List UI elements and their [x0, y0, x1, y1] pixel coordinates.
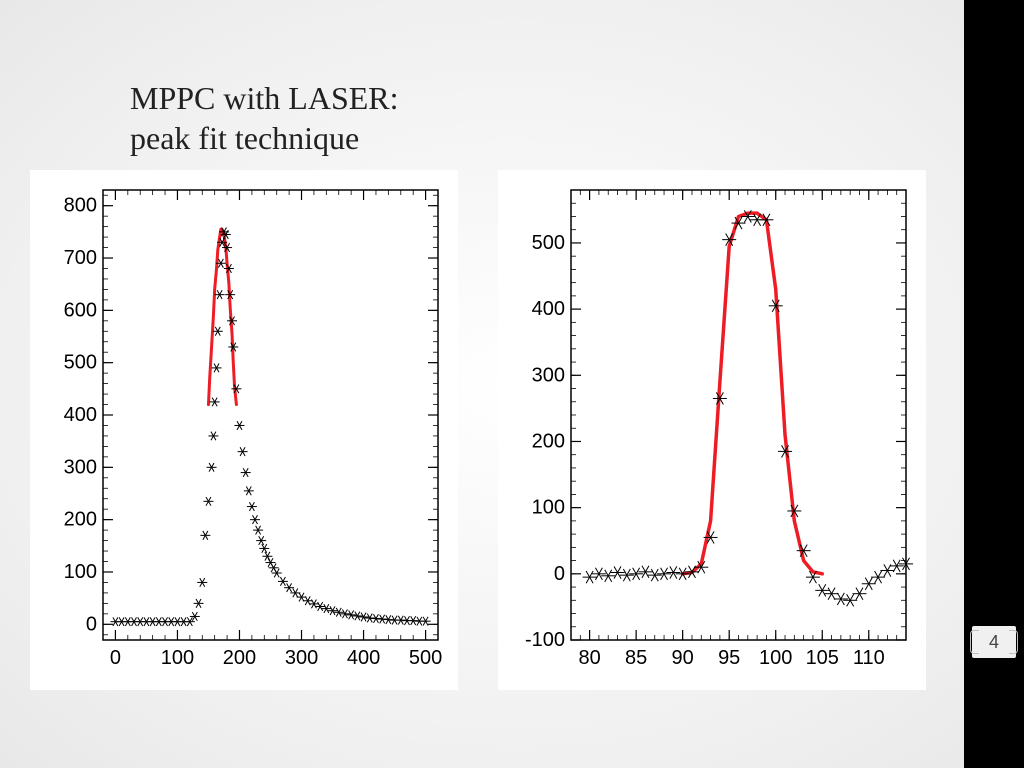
- svg-text:100: 100: [161, 647, 194, 669]
- chart-left-wrap: 0 100 200 300 400 500 0 100 200 300 400 500 600 700 80…: [30, 170, 458, 690]
- svg-text:90: 90: [672, 647, 694, 669]
- svg-text:400: 400: [64, 404, 97, 426]
- slide-title: MPPC with LASER: peak fit technique: [130, 78, 399, 158]
- svg-text:500: 500: [409, 647, 442, 669]
- svg-text:100: 100: [532, 497, 565, 519]
- svg-text:300: 300: [532, 364, 565, 386]
- svg-text:500: 500: [532, 232, 565, 254]
- svg-text:-100: -100: [525, 629, 565, 651]
- svg-text:300: 300: [64, 456, 97, 478]
- charts-row: 0 100 200 300 400 500 0 100 200 300 400 500 600 700 80…: [30, 170, 940, 690]
- svg-text:200: 200: [64, 509, 97, 531]
- svg-text:0: 0: [554, 563, 565, 585]
- svg-text:400: 400: [347, 647, 380, 669]
- svg-text:500: 500: [64, 352, 97, 374]
- svg-text:100: 100: [759, 647, 792, 669]
- svg-text:100: 100: [64, 561, 97, 583]
- svg-text:0: 0: [86, 613, 97, 635]
- svg-text:300: 300: [285, 647, 318, 669]
- svg-text:400: 400: [532, 298, 565, 320]
- svg-text:700: 700: [64, 247, 97, 269]
- svg-text:95: 95: [718, 647, 740, 669]
- page-number-badge: 4: [972, 626, 1016, 658]
- svg-text:85: 85: [625, 647, 647, 669]
- chart-left: 0 100 200 300 400 500 0 100 200 300 400 500 600 700 80…: [48, 180, 448, 680]
- svg-text:105: 105: [806, 647, 839, 669]
- svg-text:800: 800: [64, 195, 97, 217]
- chart-right: 80 85 90 95 100 105 110 -100 0 100 200 300 400 500: [516, 180, 916, 680]
- svg-text:600: 600: [64, 299, 97, 321]
- svg-text:200: 200: [223, 647, 256, 669]
- page-number: 4: [989, 632, 999, 653]
- svg-text:200: 200: [532, 430, 565, 452]
- title-line-2: peak fit technique: [130, 118, 399, 158]
- chart-right-wrap: 80 85 90 95 100 105 110 -100 0 100 200 300 400 500: [498, 170, 926, 690]
- svg-text:110: 110: [853, 647, 885, 669]
- svg-text:0: 0: [110, 647, 121, 669]
- title-line-1: MPPC with LASER:: [130, 78, 399, 118]
- svg-text:80: 80: [578, 647, 600, 669]
